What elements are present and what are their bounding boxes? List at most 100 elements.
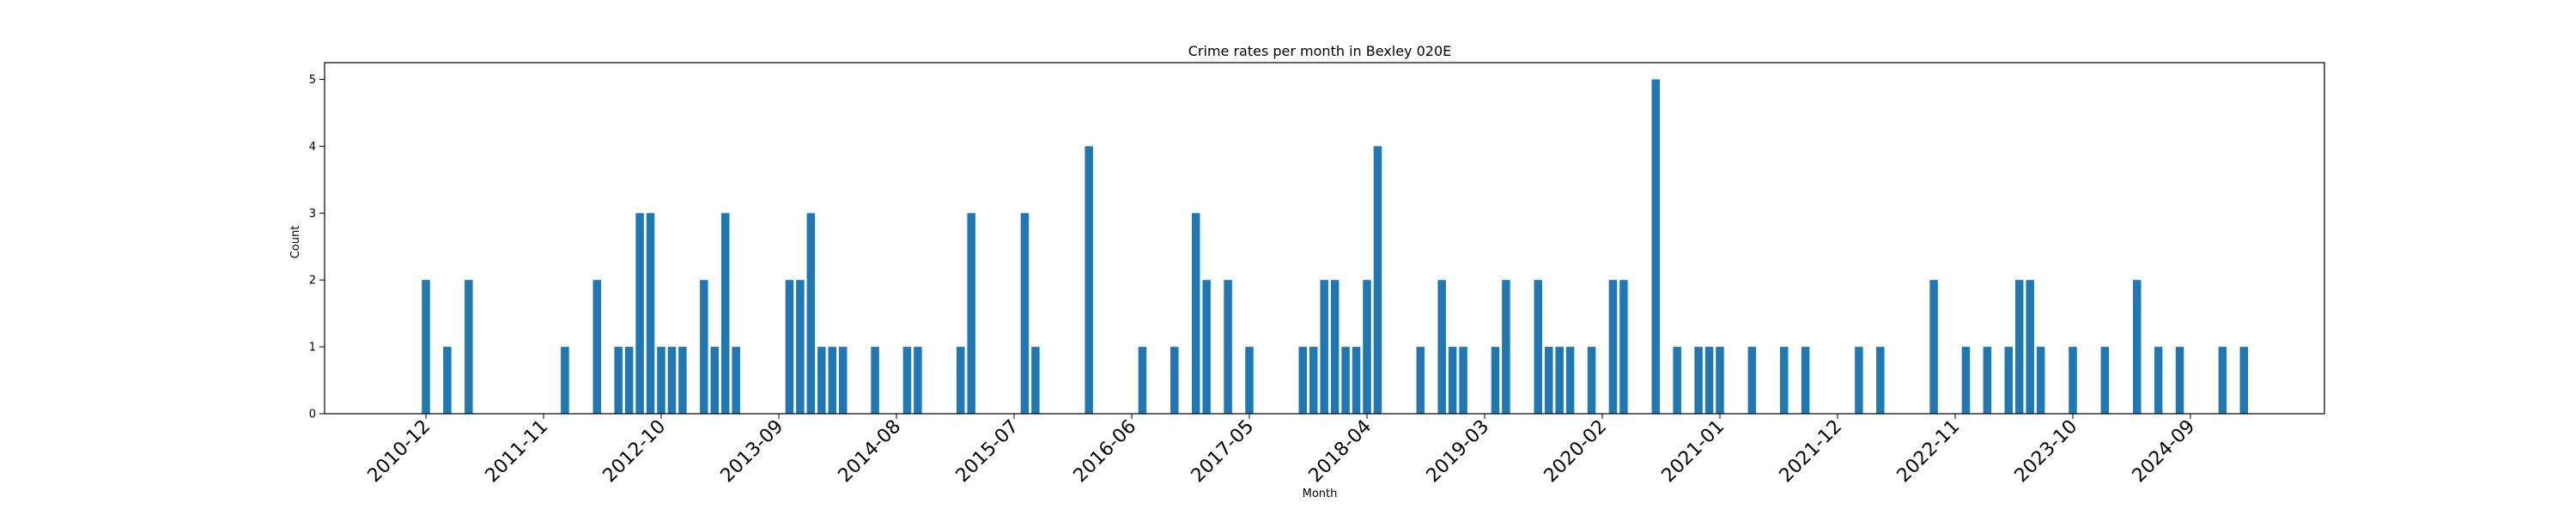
bar [785,280,794,414]
plot-area-frame [324,62,2325,415]
y-tick-label: 0 [309,409,316,421]
bar [1298,347,1308,414]
x-tick-label: 2015-07 [952,416,1024,488]
bar [1224,280,1232,414]
bar [1363,280,1371,414]
x-tick-label: 2018-04 [1305,416,1376,488]
x-tick-label: 2013-09 [717,416,788,488]
bar [1855,347,1863,414]
bar [1020,213,1030,414]
bar [956,347,965,414]
bar [1929,280,1938,414]
bar [1619,280,1628,414]
x-tick-label: 2010-12 [364,416,435,488]
bar [1779,347,1789,414]
x-ticks: 2010-12 2011-11 2012-10 2013-09 2014-08 2015-… [364,414,2200,488]
bar [2218,347,2227,414]
x-tick-label: 2011-11 [482,416,553,488]
bar [1437,280,1446,414]
bar [2132,280,2142,414]
bar [443,347,452,414]
bar [1309,347,1318,414]
bar [828,347,837,414]
bar [1245,347,1254,414]
bar [2026,280,2034,414]
x-axis-label: Month [1303,488,1338,500]
bar [1694,347,1703,414]
bar [1673,347,1681,414]
bar [1747,347,1757,414]
bar [806,213,816,414]
bar [592,280,602,414]
bar [2239,347,2249,414]
bar [2036,347,2045,414]
bar [635,213,644,414]
bar [646,213,655,414]
bar [817,347,826,414]
bar [1704,347,1714,414]
bar [1191,213,1200,414]
bar [657,347,665,414]
bar [914,347,922,414]
bar [1341,347,1350,414]
bar [1373,146,1382,414]
bar [1170,347,1179,414]
bar [1138,347,1147,414]
bar [1801,347,1810,414]
bar [1876,347,1885,414]
x-tick-label: 2012-10 [599,416,671,488]
bar [796,280,805,414]
bar [1716,347,1724,414]
y-tick-label: 5 [309,74,316,87]
bar [1491,347,1500,414]
x-tick-label: 2023-10 [2011,416,2082,488]
bar [1202,280,1211,414]
y-tick-label: 4 [309,141,316,154]
x-tick-label: 2021-12 [1776,416,1847,488]
bar [1555,347,1564,414]
bar [1544,347,1553,414]
x-tick-label: 2017-05 [1188,416,1259,488]
y-tick-label: 2 [309,275,316,288]
bar [1330,280,1340,414]
x-tick-label: 2024-09 [2129,416,2200,488]
bar [2154,347,2163,414]
bar [720,213,730,414]
bar [1502,280,1510,414]
x-tick-label: 2019-03 [1423,416,1494,488]
y-tick-label: 3 [309,208,316,221]
bar [2004,347,2014,414]
bar [1084,146,1093,414]
chart-title: Crime rates per month in Bexley 020E [1188,43,1451,59]
y-tick-label: 1 [309,342,316,354]
bar [1448,347,1457,414]
bar [614,347,623,414]
bar [710,347,720,414]
x-tick-label: 2020-02 [1540,416,1612,488]
bar [2100,347,2110,414]
x-tick-label: 2022-11 [1893,416,1965,488]
bar [624,347,634,414]
bar [1534,280,1543,414]
bars-group [422,79,2249,414]
bar [700,280,708,414]
bar [2014,280,2024,414]
bar [465,280,473,414]
bar [1352,347,1361,414]
bar [732,347,740,414]
bar [1961,347,1971,414]
bar [678,347,687,414]
bar [667,347,677,414]
bar [967,213,975,414]
bar [561,347,569,414]
x-tick-label: 2014-08 [835,416,906,488]
y-ticks: 0 1 2 3 4 5 [309,74,325,421]
bar [1459,347,1467,414]
bar [2069,347,2077,414]
bar [1651,79,1661,414]
x-tick-label: 2016-06 [1070,416,1141,488]
bar [1565,347,1575,414]
bar [1983,347,1992,414]
bar [1416,347,1425,414]
